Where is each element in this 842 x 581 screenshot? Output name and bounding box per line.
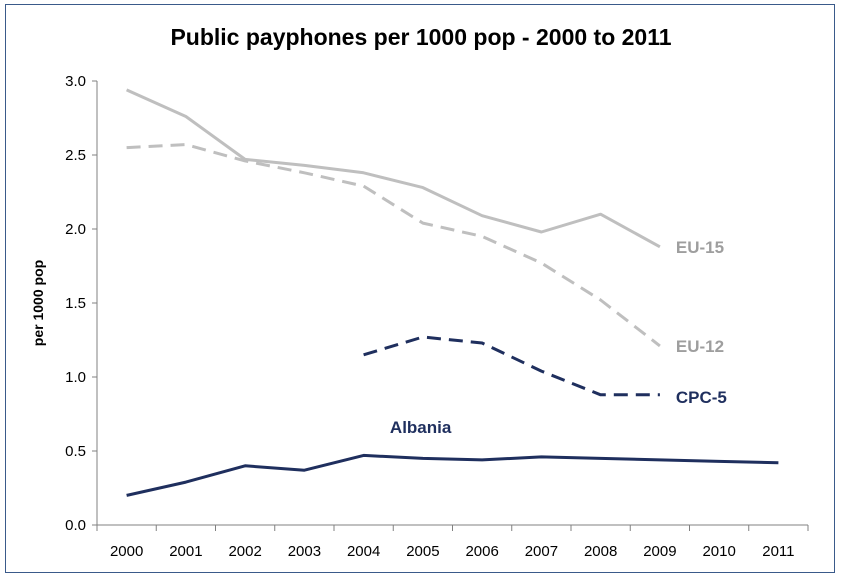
series-line-eu-12	[126, 143, 661, 348]
x-tick-label: 2004	[347, 543, 380, 560]
series-label-eu-15: EU-15	[676, 238, 724, 257]
y-tick-label: 0.0	[65, 517, 86, 534]
x-tick-label: 2010	[702, 543, 735, 560]
x-tick-label: 2006	[465, 543, 498, 560]
series-label-cpc-5: CPC-5	[676, 388, 727, 407]
series-line-albania	[126, 453, 779, 497]
x-tick-label: 2002	[228, 543, 261, 560]
y-tick-label: 2.0	[65, 221, 86, 238]
y-tick-label: 0.5	[65, 443, 86, 460]
x-tick-label: 2009	[643, 543, 676, 560]
x-tick-label: 2008	[584, 543, 617, 560]
y-tick-label: 1.5	[65, 295, 86, 312]
x-tick-label: 2011	[762, 543, 794, 560]
x-tick-label: 2005	[406, 543, 439, 560]
series-label-albania: Albania	[390, 418, 452, 437]
x-tick-label: 2003	[288, 543, 321, 560]
x-tick-label: 2001	[169, 543, 202, 560]
y-axis-title: per 1000 pop	[30, 260, 46, 346]
x-tick-label: 2000	[110, 543, 143, 560]
series-line-eu-15	[125, 88, 661, 249]
y-tick-label: 3.0	[65, 73, 86, 90]
y-tick-label: 1.0	[65, 369, 86, 386]
series-label-eu-12: EU-12	[676, 337, 724, 356]
chart-title: Public payphones per 1000 pop - 2000 to …	[170, 24, 672, 50]
x-tick-label: 2007	[525, 543, 558, 560]
series-line-cpc-5	[363, 335, 660, 397]
y-tick-label: 2.5	[65, 147, 86, 164]
